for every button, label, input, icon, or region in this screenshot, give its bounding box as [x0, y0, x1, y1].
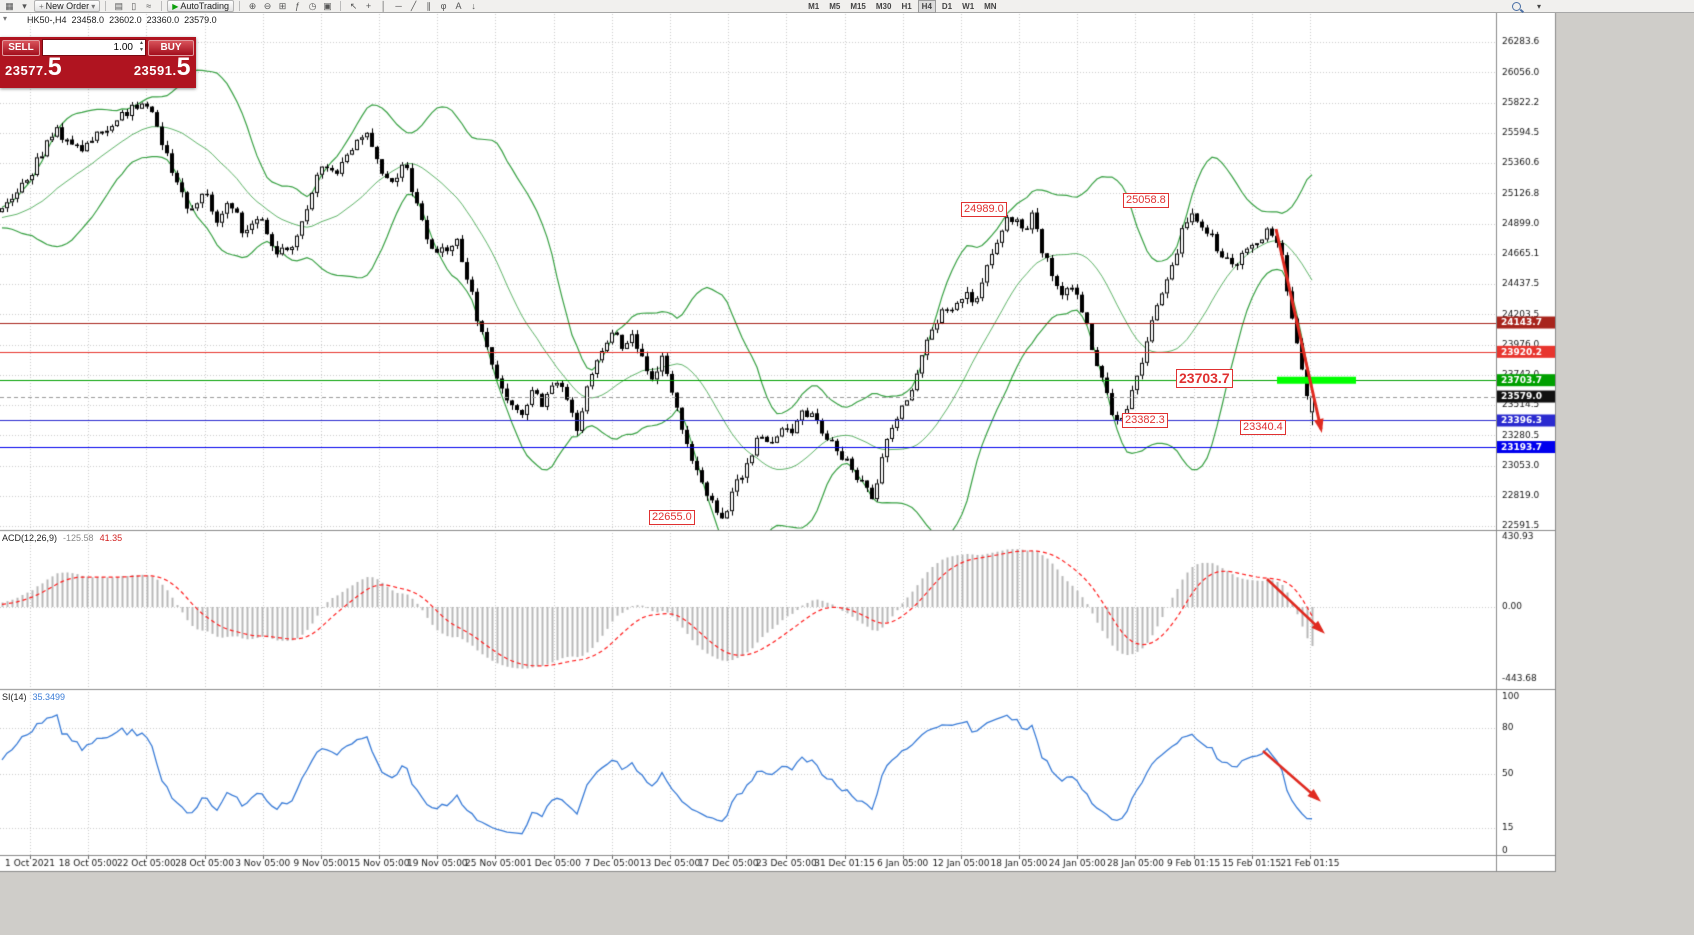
timeframe-d1[interactable]: D1 — [941, 1, 953, 11]
channel-icon[interactable]: ∥ — [426, 1, 431, 11]
crosshair-icon[interactable]: + — [365, 1, 372, 11]
one-click-toggle[interactable]: ▾ — [3, 14, 8, 23]
volume-field: ▲ ▼ — [42, 39, 146, 56]
timeframe-h4[interactable]: H4 — [917, 0, 936, 13]
bar-chart-icon[interactable]: ▤ — [114, 1, 123, 11]
indicators-icon[interactable]: ƒ — [295, 1, 301, 11]
rsi-indicator-label: SI(14) 35.3499 — [2, 692, 66, 702]
fibonacci-icon[interactable]: φ — [440, 1, 447, 11]
toolbar-separator — [161, 1, 163, 11]
periods-icon[interactable]: ◷ — [308, 1, 317, 11]
toolbar-right-group: ▾ — [1512, 0, 1541, 13]
price-annotation[interactable]: 22655.0 — [649, 510, 695, 526]
chevron-down-icon: ▾ — [91, 1, 96, 11]
arrows-icon[interactable]: ↓ — [471, 1, 476, 11]
legend-close: 23579.0 — [184, 15, 217, 25]
timeframe-m5[interactable]: M5 — [829, 1, 841, 11]
sell-price: 23577. 5 — [5, 53, 63, 81]
chevron-down-icon[interactable]: ▾ — [1537, 2, 1542, 11]
play-icon: ▶ — [172, 1, 179, 11]
toolbar: ▦ ▾ + New Order ▾ ▤ ▯ ≈ ▶ AutoTrading ⊕ ⊖ ⊞ ƒ ◷… — [0, 0, 1694, 13]
toolbar-separator — [340, 1, 342, 11]
one-click-trading-panel: SELL ▲ ▼ BUY 23577.5 23591.5 — [0, 37, 196, 88]
volume-increase-button[interactable]: ▲ — [139, 40, 144, 46]
new-order-button[interactable]: + New Order ▾ — [34, 0, 101, 12]
price-annotation[interactable]: 23382.3 — [1122, 413, 1168, 429]
timeframe-group: M1 M5 M15 M30 H1 H4 D1 W1 MN — [803, 0, 1002, 13]
chart-type-icon-group: ▤ ▯ ≈ — [111, 0, 156, 12]
horizontal-line-icon[interactable]: ─ — [395, 1, 402, 11]
buy-button[interactable]: BUY — [148, 39, 194, 56]
timeframe-mn[interactable]: MN — [984, 1, 997, 11]
cursor-icon[interactable]: ↖ — [349, 1, 358, 11]
macd-indicator-label: ACD(12,26,9) -125.58 41.35 — [2, 533, 123, 543]
chart-legend: HK50-,H4 23458.0 23602.0 23360.0 23579.0 — [27, 15, 217, 25]
timeframe-m30[interactable]: M30 — [875, 1, 892, 11]
volume-spinner: ▲ ▼ — [139, 40, 144, 53]
timeframe-m1[interactable]: M1 — [808, 1, 820, 11]
macd-main-value: -125.58 — [63, 533, 94, 543]
timeframe-m15[interactable]: M15 — [850, 1, 866, 11]
templates-icon[interactable]: ▣ — [323, 1, 332, 11]
macd-signal-value: 41.35 — [99, 533, 123, 543]
price-annotation[interactable]: 24989.0 — [961, 202, 1007, 218]
search-icon[interactable] — [1512, 2, 1521, 11]
price-annotation[interactable]: 23703.7 — [1176, 369, 1233, 388]
volume-decrease-button[interactable]: ▼ — [139, 46, 144, 53]
volume-input[interactable] — [43, 40, 145, 55]
zoom-out-icon[interactable]: ⊖ — [263, 1, 272, 11]
chevron-down-icon[interactable]: ▾ — [22, 1, 27, 11]
new-order-label: New Order — [45, 1, 90, 11]
text-icon[interactable]: A — [455, 1, 462, 11]
charts-icon[interactable]: ▦ — [5, 1, 14, 11]
toolbar-start-group: ▦ ▾ — [2, 0, 32, 12]
legend-high: 23602.0 — [109, 15, 142, 25]
chart-tools-icon-group: ⊕ ⊖ ⊞ ƒ ◷ ▣ — [245, 0, 335, 12]
line-chart-icon[interactable]: ≈ — [146, 1, 152, 11]
candlestick-chart-icon[interactable]: ▯ — [131, 1, 137, 11]
legend-open: 23458.0 — [71, 15, 105, 25]
toolbar-separator — [239, 1, 241, 11]
legend-low: 23360.0 — [146, 15, 180, 25]
legend-symbol-period: HK50-,H4 — [27, 15, 67, 25]
drawing-tools-icon-group: ↖ + │ ─ ╱ ∥ φ A ↓ — [346, 0, 481, 12]
toolbar-separator — [105, 1, 107, 11]
autotrading-label: AutoTrading — [180, 1, 230, 11]
price-annotation[interactable]: 25058.8 — [1123, 193, 1169, 209]
rsi-value: 35.3499 — [32, 692, 66, 702]
price-annotation[interactable]: 23340.4 — [1240, 420, 1286, 436]
buy-price: 23591. 5 — [133, 53, 191, 81]
timeframe-w1[interactable]: W1 — [962, 1, 975, 11]
zoom-in-icon[interactable]: ⊕ — [248, 1, 257, 11]
trendline-icon[interactable]: ╱ — [410, 1, 417, 11]
sell-button[interactable]: SELL — [2, 39, 40, 56]
vertical-line-icon[interactable]: │ — [380, 1, 387, 11]
autotrading-button[interactable]: ▶ AutoTrading — [167, 0, 235, 12]
new-order-icon: + — [39, 1, 44, 11]
tile-windows-icon[interactable]: ⊞ — [278, 1, 287, 11]
timeframe-h1[interactable]: H1 — [901, 1, 912, 11]
